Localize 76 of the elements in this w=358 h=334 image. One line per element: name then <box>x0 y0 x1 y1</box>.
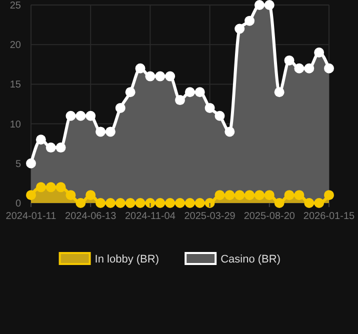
point <box>96 126 106 137</box>
point <box>36 182 46 192</box>
point <box>66 110 76 121</box>
point <box>115 102 126 113</box>
point <box>294 190 304 200</box>
point <box>234 24 245 34</box>
point <box>46 142 56 153</box>
y-tick-label: 0 <box>15 198 22 210</box>
point <box>56 142 66 153</box>
point <box>274 198 284 208</box>
y-tick-label: 5 <box>15 158 22 170</box>
point <box>175 198 185 208</box>
y-tick-label: 25 <box>10 0 22 12</box>
legend-label: In lobby (BR) <box>94 253 160 266</box>
point <box>96 198 106 208</box>
point <box>115 198 126 208</box>
point <box>66 190 76 200</box>
point <box>125 198 136 208</box>
point <box>264 190 274 200</box>
point <box>224 126 235 137</box>
point <box>86 110 96 121</box>
x-tick-label: 2024-06-13 <box>65 211 117 222</box>
point <box>324 190 334 200</box>
point <box>214 110 225 121</box>
point <box>314 198 324 208</box>
x-tick-label: 2025-08-20 <box>244 211 296 222</box>
point <box>244 16 255 26</box>
point <box>184 198 195 208</box>
point <box>125 87 136 98</box>
point <box>36 134 46 145</box>
y-tick-label: 20 <box>10 40 22 52</box>
point <box>76 198 86 208</box>
point <box>165 71 176 82</box>
point <box>46 182 56 192</box>
legend-label: Casino (BR) <box>220 253 281 266</box>
point <box>175 95 185 106</box>
point <box>234 190 245 200</box>
y-tick-label: 10 <box>10 119 22 130</box>
point <box>304 63 314 74</box>
point <box>224 190 235 200</box>
point <box>56 182 66 192</box>
point <box>214 190 225 200</box>
point <box>184 87 195 98</box>
point <box>264 0 274 10</box>
point <box>76 110 86 121</box>
y-tick-label: 15 <box>10 80 22 91</box>
x-tick-label: 2026-01-15 <box>303 211 356 222</box>
point <box>135 198 146 208</box>
point <box>254 190 264 200</box>
point <box>105 126 116 137</box>
point <box>314 48 324 58</box>
point <box>26 190 36 200</box>
point <box>254 0 264 10</box>
point <box>165 198 176 208</box>
point <box>304 198 314 208</box>
point <box>145 71 156 82</box>
point <box>155 71 166 82</box>
point <box>284 190 294 200</box>
point <box>324 63 334 74</box>
point <box>26 158 36 168</box>
point <box>204 198 215 208</box>
x-tick-label: 2025-03-29 <box>184 211 236 222</box>
point <box>204 102 215 113</box>
point <box>105 198 116 208</box>
point <box>284 55 294 66</box>
x-tick-label: 2024-11-04 <box>124 211 176 222</box>
point <box>155 198 166 208</box>
point <box>145 198 156 208</box>
point <box>86 190 96 200</box>
point <box>194 87 205 98</box>
point <box>135 63 146 74</box>
point <box>274 87 284 98</box>
x-tick-label: 2024-01-11 <box>6 211 57 222</box>
point <box>244 190 255 200</box>
point <box>194 198 205 208</box>
point <box>294 63 304 74</box>
